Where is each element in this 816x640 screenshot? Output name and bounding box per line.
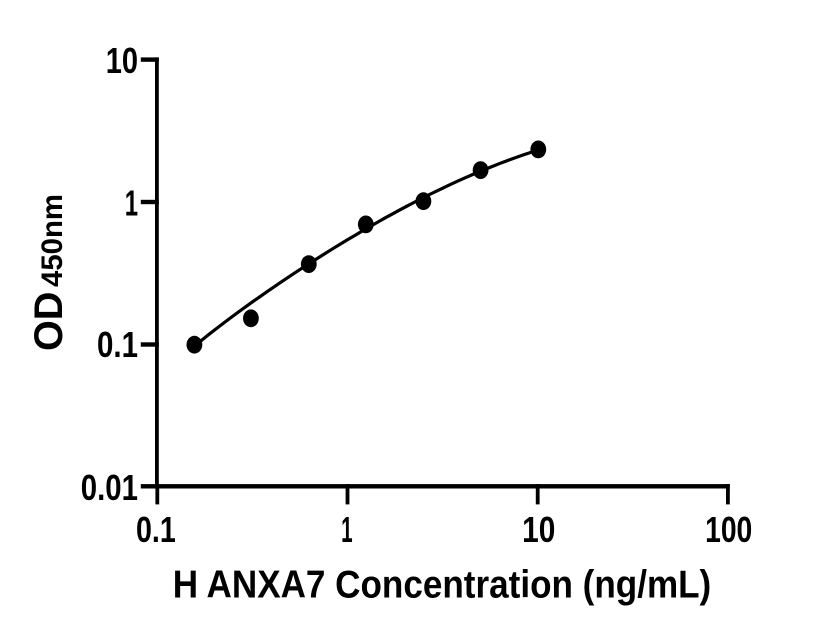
svg-text:1: 1 bbox=[125, 182, 138, 223]
svg-text:1: 1 bbox=[341, 509, 353, 550]
svg-text:0.1: 0.1 bbox=[136, 509, 176, 550]
svg-text:0.01: 0.01 bbox=[81, 467, 138, 508]
svg-text:450nm: 450nm bbox=[36, 194, 69, 287]
svg-text:100: 100 bbox=[705, 509, 752, 550]
svg-text:10: 10 bbox=[522, 509, 555, 550]
svg-text:10: 10 bbox=[106, 40, 138, 81]
svg-text:0.1: 0.1 bbox=[97, 324, 138, 365]
svg-text:OD: OD bbox=[27, 292, 71, 351]
svg-text:H ANXA7 Concentration (ng/mL): H ANXA7 Concentration (ng/mL) bbox=[173, 564, 712, 607]
